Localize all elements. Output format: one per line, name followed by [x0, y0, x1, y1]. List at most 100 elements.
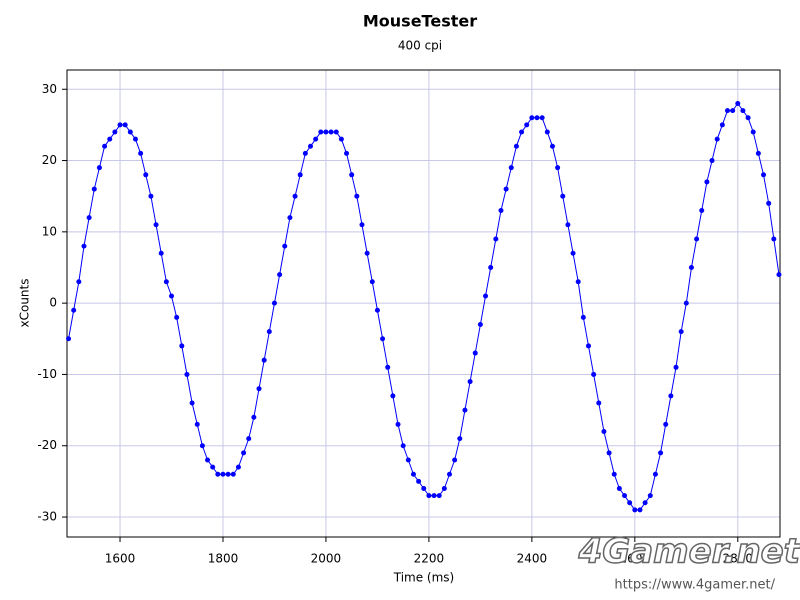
data-point [622, 493, 628, 499]
data-point [627, 500, 633, 506]
data-point [529, 115, 535, 121]
data-point [400, 443, 406, 449]
data-point [771, 236, 777, 242]
data-point [66, 336, 72, 342]
y-tick-label: -30 [37, 510, 57, 524]
data-point [318, 129, 324, 135]
data-point [493, 236, 499, 242]
data-point [740, 108, 746, 114]
data-point [266, 329, 272, 335]
data-point [81, 243, 87, 249]
data-point [127, 129, 133, 135]
data-point [688, 264, 694, 270]
data-point [395, 421, 401, 427]
data-point [205, 457, 211, 463]
data-point [642, 500, 648, 506]
data-point [143, 172, 149, 178]
data-point [668, 393, 674, 399]
data-point [210, 464, 216, 470]
data-point [261, 357, 267, 363]
data-point [354, 193, 360, 199]
data-point [380, 336, 386, 342]
data-point [632, 507, 638, 513]
data-point [678, 329, 684, 335]
data-point [102, 143, 108, 149]
data-point [313, 136, 319, 142]
data-point [560, 193, 566, 199]
y-tick-label: -10 [37, 367, 57, 381]
x-tick-label: 2200 [414, 552, 445, 566]
data-point [549, 143, 555, 149]
x-tick-label: 2600 [620, 552, 651, 566]
data-point [611, 471, 617, 477]
data-point [513, 143, 519, 149]
data-point [71, 307, 77, 313]
data-point [91, 186, 97, 192]
chart-title: MouseTester [363, 12, 477, 31]
data-point [179, 343, 185, 349]
data-point [565, 222, 571, 228]
y-tick-label: 30 [42, 82, 57, 96]
data-point [297, 172, 303, 178]
data-point [761, 172, 767, 178]
data-point [323, 129, 329, 135]
x-tick-label: 2400 [517, 552, 548, 566]
data-point [694, 236, 700, 242]
data-point [235, 464, 241, 470]
data-point [359, 222, 365, 228]
data-point [271, 300, 277, 306]
data-point [683, 300, 689, 306]
data-point [416, 478, 422, 484]
data-point [652, 471, 658, 477]
data-point [251, 414, 257, 420]
data-point [477, 322, 483, 328]
data-point [719, 122, 725, 128]
data-point [215, 471, 221, 477]
data-point [488, 264, 494, 270]
data-point [256, 386, 262, 392]
data-point [117, 122, 123, 128]
data-point [467, 379, 473, 385]
chart-subtitle: 400 cpi [398, 39, 442, 53]
data-point [580, 314, 586, 320]
data-point [153, 222, 159, 228]
data-point [714, 136, 720, 142]
data-point [544, 129, 550, 135]
data-point [338, 136, 344, 142]
y-tick-label: 0 [49, 296, 57, 310]
data-point [76, 279, 82, 285]
data-point [755, 150, 761, 156]
data-point [220, 471, 226, 477]
data-point [431, 493, 437, 499]
data-point [766, 200, 772, 206]
y-axis-label: xCounts [18, 279, 32, 328]
data-point [446, 471, 452, 477]
plot-frame [66, 69, 781, 538]
data-point [112, 129, 118, 135]
y-tick-label: -20 [37, 438, 57, 452]
data-point [776, 272, 782, 278]
x-axis-label: Time (ms) [393, 571, 455, 585]
data-point [616, 486, 622, 492]
data-point [277, 272, 283, 278]
data-point [508, 165, 514, 171]
data-point [452, 457, 458, 463]
data-point [699, 207, 705, 213]
x-tick-label: 2000 [311, 552, 342, 566]
data-point [730, 108, 736, 114]
data-point [555, 165, 561, 171]
data-point [724, 108, 730, 114]
data-point [349, 172, 355, 178]
data-point [199, 443, 205, 449]
data-point [457, 436, 463, 442]
watermark: 4Gamer.net [578, 532, 800, 572]
data-point [292, 193, 298, 199]
data-point [163, 279, 169, 285]
data-point [385, 364, 391, 370]
data-point [169, 293, 175, 299]
data-point [107, 136, 113, 142]
data-point [246, 436, 252, 442]
